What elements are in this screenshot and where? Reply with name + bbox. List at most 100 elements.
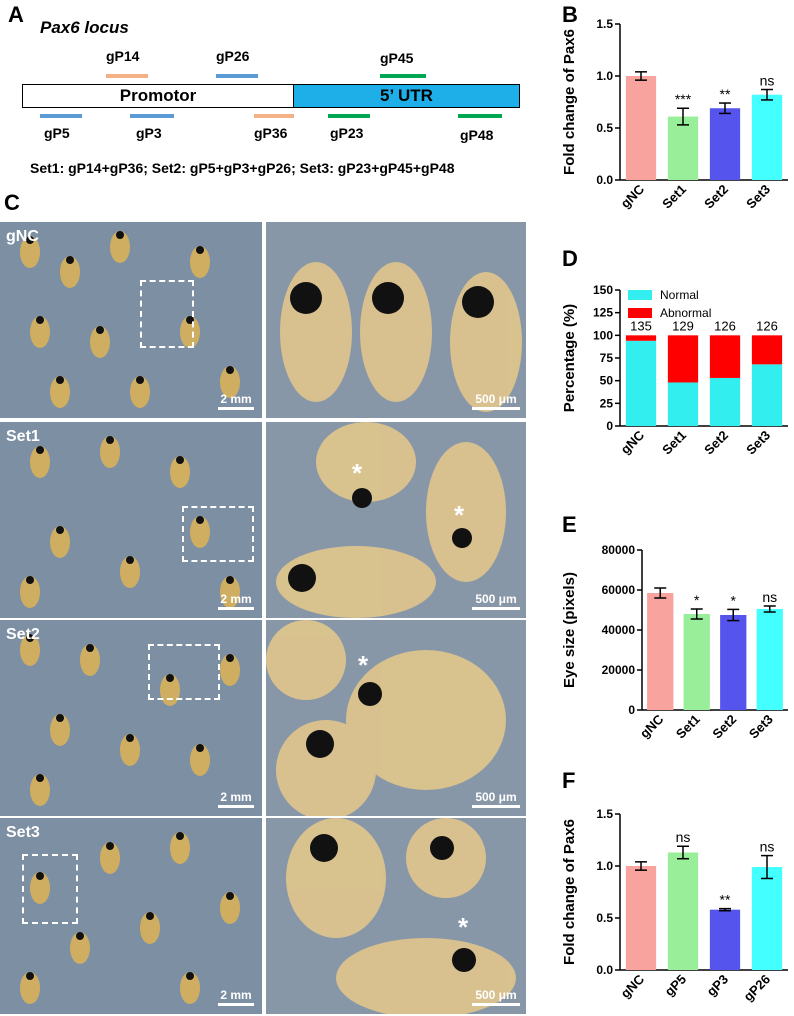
bar	[709, 108, 741, 180]
zoom-region-box	[140, 280, 194, 348]
larvae-zoom-illustration	[266, 620, 506, 816]
significance-label: **	[720, 892, 731, 908]
zoom-region-box	[22, 854, 78, 924]
photo-set1-zoom: * * 500 μm	[266, 422, 526, 618]
y-axis-label: Eye size (pixels)	[561, 572, 578, 688]
y-tick-label: 125	[593, 306, 613, 320]
bar-segment-abnormal	[709, 335, 741, 378]
guide-bar-gp36	[254, 114, 294, 118]
guide-bar-gp48	[458, 114, 502, 118]
chart-b-fold-change: Fold change of Pax6 0.0 0.5 1.0 1.5 gNC *** Set…	[561, 17, 788, 212]
x-tick-label: Set1	[659, 182, 689, 212]
y-axis-label: Fold change of Pax6	[561, 819, 578, 965]
photo-set1-overview: Set1 2 mm	[0, 422, 262, 618]
scale-bar-label: 2 mm	[220, 392, 252, 406]
scale-bar-label: 500 μm	[475, 592, 517, 606]
significance-label: **	[720, 86, 731, 102]
x-tick-label: gNC	[618, 971, 648, 1001]
asterisk-marker: *	[454, 500, 465, 530]
bar	[647, 593, 674, 710]
significance-label: ***	[675, 91, 692, 107]
y-tick-label: 0.0	[596, 173, 613, 187]
x-tick-label: gNC	[618, 181, 648, 211]
significance-label: ns	[676, 829, 691, 845]
x-tick-label: Set2	[709, 712, 739, 742]
x-tick-label: gNC	[637, 711, 667, 741]
photo-row-label: Set2	[6, 626, 40, 643]
bar-count-label: 135	[630, 318, 652, 333]
x-tick-label: Set1	[673, 712, 703, 742]
y-tick-label: 0	[606, 419, 613, 433]
y-tick-label: 75	[600, 351, 614, 365]
y-tick-label: 1.5	[596, 807, 613, 821]
scale-bar-2mm: 2 mm	[218, 988, 254, 1006]
guide-label-gp23: gP23	[330, 125, 364, 141]
scale-bar-500um: 500 μm	[472, 988, 520, 1006]
x-tick-label: Set3	[746, 712, 776, 742]
chart-f-fold-change-single: Fold change of Pax6 0.0 0.5 1.0 1.5 gNC ns gP5 *…	[561, 807, 788, 1005]
photo-row-label: Set3	[6, 824, 40, 841]
photo-gnc-overview: gNC 2 mm	[0, 222, 262, 418]
scale-bar-label: 500 μm	[475, 392, 517, 406]
guide-label-gp14: gP14	[106, 48, 140, 64]
x-tick-label: Set2	[701, 182, 731, 212]
y-tick-label: 150	[593, 283, 613, 297]
guide-bar-gp23	[328, 114, 370, 118]
guide-label-gp48: gP48	[460, 127, 494, 143]
y-tick-label: 20000	[602, 663, 636, 677]
y-tick-label: 25	[600, 396, 614, 410]
guide-bar-gp3	[130, 114, 174, 118]
bar-segment-normal	[625, 340, 657, 426]
scale-bar-label: 2 mm	[220, 988, 252, 1002]
panel-label-f: F	[562, 768, 576, 793]
guide-label-gp26: gP26	[216, 48, 250, 64]
panel-label-b: B	[562, 2, 578, 27]
y-tick-label: 50	[600, 374, 614, 388]
scale-bar-label: 500 μm	[475, 988, 517, 1002]
scale-bar-label: 500 μm	[475, 790, 517, 804]
y-tick-label: 40000	[602, 623, 636, 637]
photo-set2-zoom: * 500 μm	[266, 620, 526, 816]
bar	[625, 866, 657, 970]
x-tick-label: gP26	[741, 972, 774, 1005]
scale-bar-2mm: 2 mm	[218, 392, 254, 410]
bar-segment-normal	[667, 382, 699, 426]
photo-row-label: gNC	[6, 228, 39, 245]
bar-segment-abnormal	[625, 335, 657, 341]
bar-count-label: 126	[756, 318, 778, 333]
guide-label-gp36: gP36	[254, 125, 288, 141]
bar	[667, 852, 699, 970]
significance-label: ns	[760, 73, 775, 89]
legend-label-normal: Normal	[660, 288, 699, 302]
photo-gnc-zoom: 500 μm	[266, 222, 526, 418]
zoom-region-box	[148, 644, 220, 700]
guide-label-gp5: gP5	[44, 125, 70, 141]
guide-label-gp3: gP3	[136, 125, 162, 141]
x-tick-label: gNC	[618, 427, 648, 457]
guide-bar-gp14	[106, 74, 148, 78]
bar	[625, 76, 657, 180]
panel-label-a: A	[8, 2, 24, 27]
guide-bar-gp5	[40, 114, 82, 118]
y-tick-label: 80000	[602, 543, 636, 557]
asterisk-marker: *	[352, 458, 363, 488]
bar-segment-normal	[709, 377, 741, 426]
photo-row-label: Set1	[6, 428, 40, 445]
larvae-illustration	[20, 634, 240, 806]
larvae-illustration	[20, 436, 240, 608]
bar	[751, 867, 783, 970]
bar	[683, 614, 710, 710]
bar	[667, 116, 699, 180]
bar	[756, 609, 783, 710]
larvae-zoom-illustration	[280, 262, 522, 412]
significance-label: ns	[760, 839, 775, 855]
x-tick-label: gP5	[662, 972, 689, 999]
x-tick-label: Set1	[659, 428, 689, 458]
panel-label-e: E	[562, 512, 577, 537]
larvae-illustration	[20, 832, 240, 1004]
y-tick-label: 0.5	[596, 911, 613, 925]
panel-label-c: C	[4, 190, 20, 215]
x-tick-label: Set3	[743, 182, 773, 212]
bar	[720, 615, 747, 710]
larvae-zoom-illustration	[276, 422, 506, 618]
